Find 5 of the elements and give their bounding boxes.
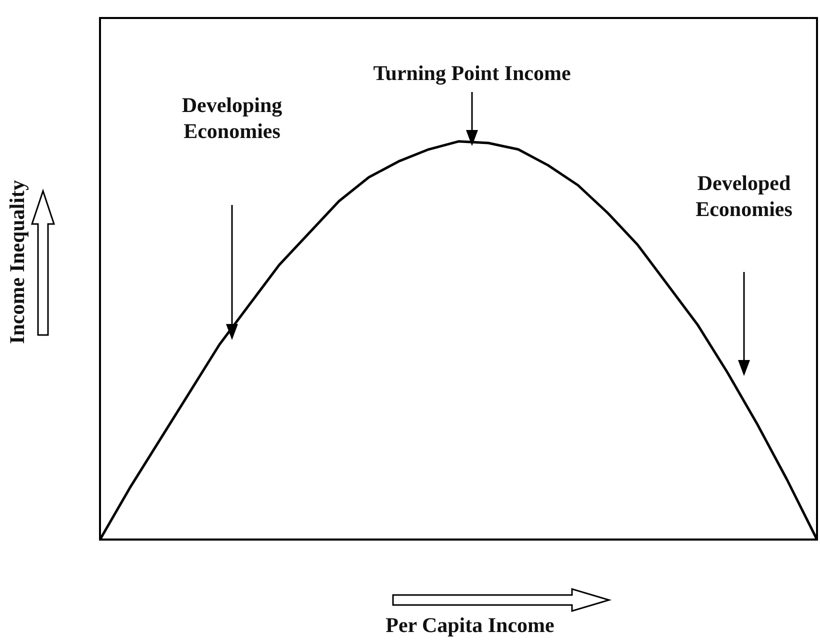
- x-axis-title: Per Capita Income: [384, 612, 556, 638]
- text: Turning Point Income: [372, 60, 572, 86]
- annotation: Developed Economies: [694, 170, 794, 222]
- annotation: Developing Economies: [180, 92, 284, 144]
- y-axis-title: Income Inequality: [4, 179, 30, 346]
